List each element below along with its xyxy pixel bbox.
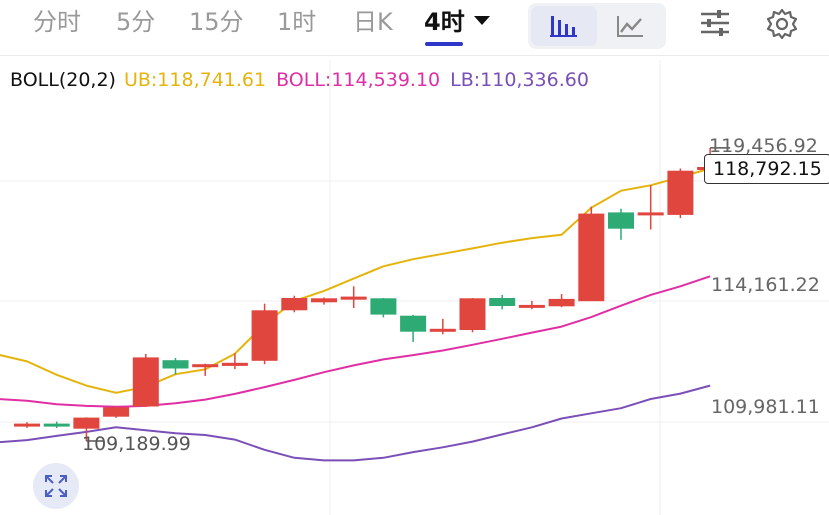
candle-body <box>340 296 367 300</box>
candle <box>221 353 248 370</box>
line-chart-icon <box>617 16 643 37</box>
price-markers <box>86 147 731 442</box>
line-view-button[interactable] <box>597 6 663 46</box>
candlestick-chart[interactable] <box>0 60 829 515</box>
candle <box>103 406 130 418</box>
boll-value: BOLL:114,539.10 <box>276 69 441 91</box>
indicator-settings-button[interactable] <box>699 8 731 42</box>
candle <box>340 286 367 308</box>
candle-body <box>103 407 130 417</box>
candle <box>548 294 575 308</box>
tab-15min[interactable]: 15分 <box>189 8 244 36</box>
candle <box>251 303 278 365</box>
candle <box>518 300 545 310</box>
candle-body <box>14 423 40 427</box>
candle-body <box>489 298 516 306</box>
candle-body <box>132 357 159 407</box>
candles <box>14 147 724 441</box>
tab-1hour[interactable]: 1时 <box>277 8 317 36</box>
candle-body <box>162 360 189 369</box>
candle-body <box>667 170 694 215</box>
candle-body <box>221 362 248 366</box>
candle <box>459 298 486 333</box>
candle <box>73 417 100 441</box>
candle-body <box>400 315 427 332</box>
indicator-name: BOLL(20,2) <box>10 69 116 91</box>
candle-body <box>637 212 664 216</box>
tab-daily[interactable]: 日K <box>353 8 393 36</box>
candle-body <box>370 298 397 315</box>
lb-value: LB:110,336.60 <box>450 69 589 91</box>
low-price-label: 109,189.99 <box>82 433 191 455</box>
candle-body <box>43 423 70 427</box>
candle <box>667 168 694 219</box>
ub-value: UB:118,741.61 <box>123 69 267 91</box>
candle-body <box>518 304 545 308</box>
candle <box>132 354 159 407</box>
last-price-tag: 118,792.15 <box>704 154 829 184</box>
top-toolbar: 分时 5分 15分 1时 日K 4时 <box>0 0 829 56</box>
gear-icon <box>766 8 798 40</box>
expand-arrows-icon <box>45 475 67 497</box>
candle <box>14 422 40 428</box>
candle-body <box>608 212 634 229</box>
active-tab-indicator <box>425 42 463 46</box>
candle-body <box>192 364 219 368</box>
chevron-down-icon[interactable] <box>474 16 490 25</box>
tab-4hour[interactable]: 4时 <box>424 8 465 36</box>
candle <box>192 363 219 376</box>
candlestick-view-button[interactable] <box>531 6 597 46</box>
candle-body <box>73 417 100 429</box>
candle <box>43 421 70 428</box>
tab-5min[interactable]: 5分 <box>116 8 156 36</box>
candle-body <box>429 328 456 332</box>
chart-canvas[interactable] <box>0 60 829 515</box>
candle-body <box>311 298 337 303</box>
candle <box>311 297 337 305</box>
candle <box>489 294 516 310</box>
candle-body <box>578 213 605 302</box>
candle-body <box>281 298 308 311</box>
chart-type-toggle <box>528 3 666 49</box>
lb-band-line <box>0 384 711 462</box>
candle <box>608 208 634 240</box>
tab-timeshare[interactable]: 分时 <box>33 8 81 36</box>
chart-settings-button[interactable] <box>766 8 798 44</box>
candle <box>162 358 189 375</box>
settings-sliders-icon <box>701 10 729 36</box>
boll-legend: BOLL(20,2) UB:118,741.61 BOLL:114,539.10 LB… <box>10 67 589 93</box>
price-level-low: 109,981.11 <box>711 396 820 418</box>
candle <box>578 206 605 302</box>
candle-body <box>459 298 486 330</box>
candlestick-bars-icon <box>550 16 577 37</box>
fullscreen-button[interactable] <box>33 463 79 509</box>
candle <box>281 295 308 313</box>
candle <box>637 185 664 230</box>
candle-body <box>251 310 278 361</box>
price-level-mid: 114,161.22 <box>711 274 820 296</box>
candle <box>400 314 427 342</box>
candle-body <box>548 298 575 307</box>
high-price-label: 119,456.92 <box>709 135 818 157</box>
candle <box>429 318 456 335</box>
candle <box>370 298 397 318</box>
